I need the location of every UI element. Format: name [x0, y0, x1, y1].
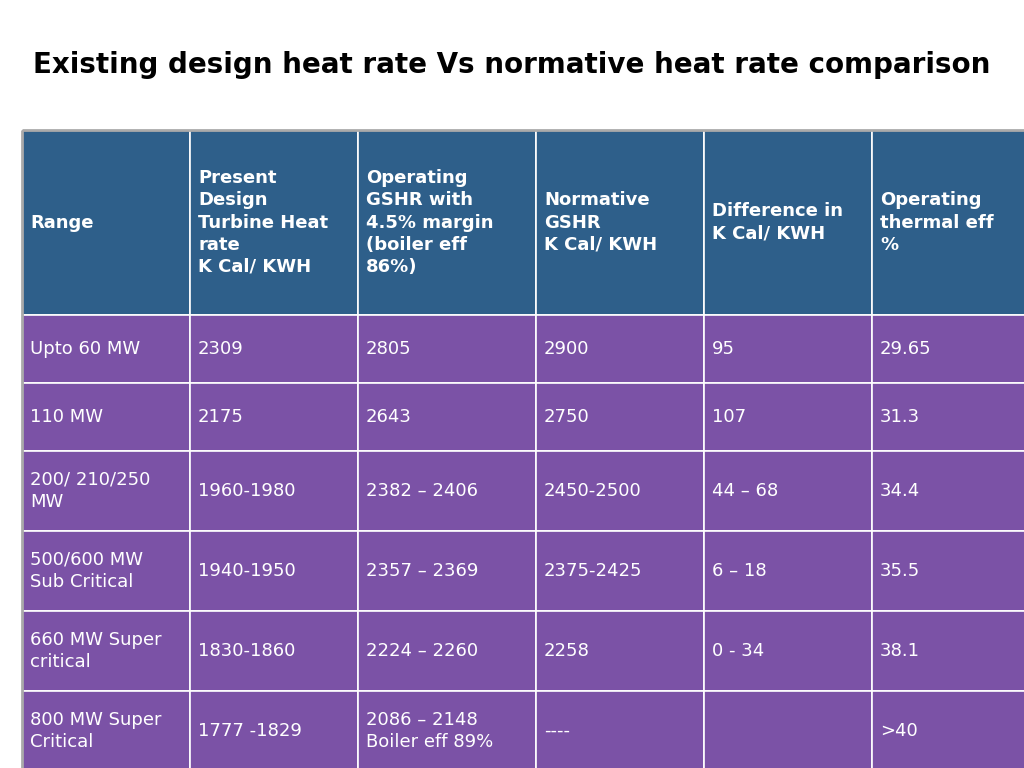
Bar [705, 451, 872, 531]
Text: Existing design heat rate Vs normative heat rate comparison: Existing design heat rate Vs normative h… [34, 51, 990, 79]
Bar [705, 315, 872, 383]
Text: 35.5: 35.5 [880, 562, 921, 580]
Text: 2375-2425: 2375-2425 [544, 562, 642, 580]
Text: 1940-1950: 1940-1950 [198, 562, 296, 580]
Bar [22, 451, 190, 531]
Text: 2450-2500: 2450-2500 [544, 482, 642, 500]
Bar [872, 451, 1024, 531]
Bar [22, 691, 190, 768]
Text: 2175: 2175 [198, 408, 244, 426]
Text: 6 – 18: 6 – 18 [712, 562, 767, 580]
Bar [705, 691, 872, 768]
Text: ----: ---- [544, 722, 570, 740]
Bar [536, 130, 705, 315]
Bar [358, 130, 536, 315]
Bar [872, 315, 1024, 383]
Text: 200/ 210/250
MW: 200/ 210/250 MW [30, 471, 151, 511]
Text: Upto 60 MW: Upto 60 MW [30, 340, 140, 358]
Bar [22, 315, 190, 383]
Bar [536, 531, 705, 611]
Bar [22, 611, 190, 691]
Text: 1830-1860: 1830-1860 [198, 642, 295, 660]
Bar [872, 611, 1024, 691]
Text: 2805: 2805 [366, 340, 412, 358]
Bar [190, 383, 358, 451]
Bar [190, 691, 358, 768]
Text: 2086 – 2148
Boiler eff 89%: 2086 – 2148 Boiler eff 89% [366, 711, 494, 751]
Text: 44 – 68: 44 – 68 [712, 482, 778, 500]
Bar [358, 691, 536, 768]
Bar [705, 611, 872, 691]
Text: Present
Design
Turbine Heat
rate
K Cal/ KWH: Present Design Turbine Heat rate K Cal/ … [198, 169, 328, 276]
Text: 2258: 2258 [544, 642, 590, 660]
Text: 500/600 MW
Sub Critical: 500/600 MW Sub Critical [30, 551, 143, 591]
Bar [872, 383, 1024, 451]
Bar [705, 383, 872, 451]
Text: 0 - 34: 0 - 34 [712, 642, 764, 660]
Text: 34.4: 34.4 [880, 482, 921, 500]
Text: 2309: 2309 [198, 340, 244, 358]
Bar [536, 315, 705, 383]
Bar [536, 611, 705, 691]
Bar [358, 383, 536, 451]
Bar [872, 691, 1024, 768]
Bar [705, 531, 872, 611]
Bar [872, 531, 1024, 611]
Bar [190, 130, 358, 315]
Bar [536, 383, 705, 451]
Text: 29.65: 29.65 [880, 340, 932, 358]
Text: 110 MW: 110 MW [30, 408, 103, 426]
Bar [358, 315, 536, 383]
Text: 31.3: 31.3 [880, 408, 921, 426]
Bar [22, 130, 190, 315]
Text: 2224 – 2260: 2224 – 2260 [366, 642, 478, 660]
Text: Operating
thermal eff
%: Operating thermal eff % [880, 191, 993, 253]
Text: 2900: 2900 [544, 340, 590, 358]
Text: 107: 107 [712, 408, 746, 426]
Bar [358, 611, 536, 691]
Bar [22, 130, 1024, 768]
Bar [22, 383, 190, 451]
Bar [190, 611, 358, 691]
Bar [358, 531, 536, 611]
Text: 2750: 2750 [544, 408, 590, 426]
Text: 2643: 2643 [366, 408, 412, 426]
Text: 2357 – 2369: 2357 – 2369 [366, 562, 478, 580]
Text: Operating
GSHR with
4.5% margin
(boiler eff
86%): Operating GSHR with 4.5% margin (boiler … [366, 169, 494, 276]
Text: 660 MW Super
critical: 660 MW Super critical [30, 631, 162, 671]
Bar [872, 130, 1024, 315]
Bar [536, 451, 705, 531]
Bar [22, 531, 190, 611]
Text: 1960-1980: 1960-1980 [198, 482, 296, 500]
Bar [536, 691, 705, 768]
Bar [705, 130, 872, 315]
Text: Difference in
K Cal/ KWH: Difference in K Cal/ KWH [712, 203, 843, 243]
Text: 1777 -1829: 1777 -1829 [198, 722, 302, 740]
Bar [190, 531, 358, 611]
Text: 800 MW Super
Critical: 800 MW Super Critical [30, 711, 162, 751]
Text: 38.1: 38.1 [880, 642, 920, 660]
Bar [190, 451, 358, 531]
Text: Range: Range [30, 214, 93, 231]
Text: Normative
GSHR
K Cal/ KWH: Normative GSHR K Cal/ KWH [544, 191, 657, 253]
Bar [358, 451, 536, 531]
Text: 2382 – 2406: 2382 – 2406 [366, 482, 478, 500]
Text: 95: 95 [712, 340, 735, 358]
Bar [190, 315, 358, 383]
Text: >40: >40 [880, 722, 918, 740]
